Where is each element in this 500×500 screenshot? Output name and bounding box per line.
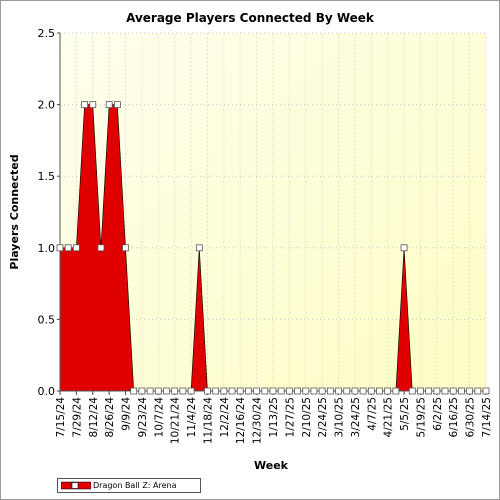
y-tick-label: 1.5 bbox=[38, 170, 56, 183]
data-point-marker bbox=[425, 387, 433, 395]
x-tick-label: 5/5/25 bbox=[399, 397, 411, 431]
x-tick-label: 7/15/24 bbox=[55, 397, 67, 438]
x-axis-title: Week bbox=[254, 459, 289, 472]
data-point-marker bbox=[269, 387, 277, 395]
data-point-marker bbox=[310, 387, 318, 395]
data-point-marker bbox=[417, 387, 424, 395]
data-point-marker bbox=[384, 387, 392, 395]
y-tick-label: 2.5 bbox=[38, 27, 56, 40]
x-tick-label: 2/24/25 bbox=[317, 397, 329, 437]
data-point-marker bbox=[228, 387, 236, 395]
x-tick-label: 10/21/24 bbox=[170, 397, 182, 444]
data-point-marker bbox=[122, 244, 129, 252]
data-point-marker bbox=[482, 387, 490, 395]
legend-series-label: Dragon Ball Z: Arena bbox=[93, 481, 177, 490]
x-tick-label: 4/21/25 bbox=[383, 397, 395, 437]
data-point-marker bbox=[236, 387, 244, 395]
x-tick-label: 11/4/24 bbox=[186, 397, 198, 438]
data-point-marker bbox=[261, 387, 269, 395]
legend-swatch bbox=[61, 481, 91, 490]
x-tick-label: 12/2/24 bbox=[219, 397, 231, 438]
data-point-marker bbox=[187, 387, 195, 395]
data-point-marker bbox=[204, 387, 211, 395]
x-tick-label: 1/27/25 bbox=[284, 397, 296, 437]
x-tick-label: 3/24/25 bbox=[350, 397, 362, 437]
data-point-marker bbox=[81, 101, 88, 108]
x-tick-label: 6/30/25 bbox=[465, 397, 477, 437]
series-markers bbox=[56, 101, 490, 395]
data-point-marker bbox=[154, 387, 162, 395]
data-point-marker bbox=[351, 387, 359, 395]
data-point-marker bbox=[359, 387, 367, 395]
y-tick-label: 1.0 bbox=[38, 242, 56, 255]
data-point-marker bbox=[458, 387, 465, 395]
x-tick-label: 8/12/24 bbox=[88, 397, 100, 438]
data-point-marker bbox=[138, 387, 146, 395]
data-point-marker bbox=[367, 387, 375, 395]
plot-area bbox=[60, 33, 486, 391]
data-point-marker bbox=[318, 387, 326, 395]
data-point-marker bbox=[89, 101, 97, 108]
y-tick-labels: 0.0 0.5 1.0 1.5 2.0 2.5 bbox=[38, 27, 56, 398]
data-point-marker bbox=[253, 387, 261, 395]
x-tick-label: 6/16/25 bbox=[448, 397, 460, 437]
x-tick-label: 4/7/25 bbox=[366, 397, 378, 431]
data-point-marker bbox=[302, 387, 310, 395]
data-point-marker bbox=[105, 101, 113, 108]
x-tick-label: 2/10/25 bbox=[301, 397, 313, 437]
data-point-marker bbox=[466, 387, 474, 395]
x-tick-label: 10/7/24 bbox=[153, 397, 165, 438]
data-point-marker bbox=[343, 387, 351, 395]
grid-lines bbox=[59, 32, 487, 391]
data-point-marker bbox=[285, 387, 293, 395]
data-point-marker bbox=[392, 387, 400, 395]
x-tick-labels: 7/15/24 7/29/24 8/12/24 8/26/24 9/9/24 9/23/2… bbox=[55, 397, 493, 444]
data-point-marker bbox=[245, 387, 252, 395]
chart-title: Average Players Connected By Week bbox=[126, 11, 375, 25]
data-point-marker bbox=[474, 387, 482, 395]
x-tick-label: 1/13/25 bbox=[268, 397, 280, 437]
x-tick-label: 7/29/24 bbox=[71, 397, 83, 438]
x-tick-label: 8/26/24 bbox=[104, 397, 116, 438]
x-tick-label: 12/30/24 bbox=[252, 397, 264, 444]
data-point-marker bbox=[195, 244, 203, 252]
x-tick-label: 3/10/25 bbox=[334, 397, 346, 437]
data-point-marker bbox=[97, 244, 105, 252]
y-axis-title: Players Connected bbox=[8, 154, 21, 269]
x-tick-label: 11/18/24 bbox=[202, 397, 214, 444]
data-point-marker bbox=[64, 244, 72, 252]
data-point-marker bbox=[294, 387, 301, 395]
y-tick-label: 0.5 bbox=[38, 313, 56, 326]
data-point-marker bbox=[376, 387, 383, 395]
x-tick-label: 9/23/24 bbox=[137, 397, 149, 438]
data-point-marker bbox=[335, 387, 342, 395]
data-point-marker bbox=[72, 244, 80, 252]
data-point-marker bbox=[163, 387, 170, 395]
x-tick-label: 9/9/24 bbox=[121, 397, 133, 431]
data-point-marker bbox=[408, 387, 416, 395]
data-point-marker bbox=[179, 387, 187, 395]
data-point-marker bbox=[56, 244, 64, 252]
data-point-marker bbox=[130, 387, 138, 395]
data-point-marker bbox=[220, 387, 228, 395]
x-tick-label: 7/14/25 bbox=[481, 397, 493, 437]
data-point-marker bbox=[212, 387, 220, 395]
x-tick-label: 12/16/24 bbox=[235, 397, 247, 444]
legend: Dragon Ball Z: Arena bbox=[57, 478, 201, 493]
data-point-marker bbox=[146, 387, 154, 395]
x-tick-label: 5/19/25 bbox=[415, 397, 427, 437]
data-point-marker bbox=[400, 244, 408, 252]
y-tick-label: 0.0 bbox=[38, 385, 56, 398]
data-point-marker bbox=[326, 387, 334, 395]
data-point-marker bbox=[277, 387, 285, 395]
data-point-marker bbox=[441, 387, 449, 395]
x-tick-label: 6/2/25 bbox=[432, 397, 444, 431]
data-point-marker bbox=[171, 387, 179, 395]
data-point-marker bbox=[113, 101, 121, 108]
data-point-marker bbox=[449, 387, 457, 395]
data-point-marker bbox=[433, 387, 441, 395]
y-tick-label: 2.0 bbox=[38, 99, 56, 112]
